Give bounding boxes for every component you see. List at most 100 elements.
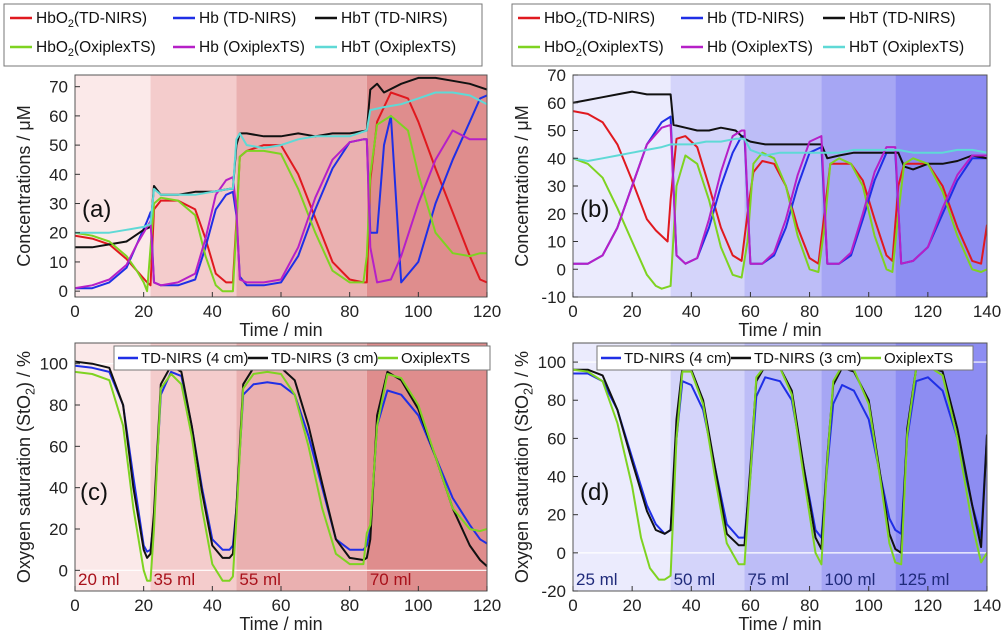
- panel-label: (c): [80, 479, 108, 506]
- x-tick-label: 0: [70, 596, 79, 615]
- y-tick-label: 0: [557, 544, 566, 563]
- y-axis-label: Concentrations / μM: [14, 105, 34, 266]
- phase-band: [75, 75, 151, 297]
- legend-label: Hb (TD-NIRS): [199, 10, 296, 27]
- phase-band: [895, 75, 987, 297]
- x-tick-label: 80: [340, 596, 359, 615]
- y-tick-label: -20: [541, 582, 566, 601]
- volume-annotation: 70 ml: [370, 570, 412, 589]
- legend-label: Hb (OxiplexTS): [199, 39, 305, 56]
- y-tick-label: 60: [547, 94, 566, 113]
- volume-annotation: 50 ml: [674, 570, 716, 589]
- y-tick-label: 40: [49, 479, 68, 498]
- x-tick-label: 0: [70, 302, 79, 321]
- y-tick-label: 0: [59, 561, 68, 580]
- x-tick-label: 60: [741, 302, 760, 321]
- y-tick-label: 60: [547, 429, 566, 448]
- legend-label: TD-NIRS (4 cm): [624, 350, 732, 367]
- legend: TD-NIRS (4 cm) TD-NIRS (3 cm) OxiplexTS: [596, 345, 974, 371]
- legend: HbO2(TD-NIRS) Hb (TD-NIRS) HbT (TD-NIRS) Hb…: [511, 3, 991, 67]
- y-tick-label: 40: [547, 149, 566, 168]
- plot-frame: [572, 342, 988, 592]
- legend-box: [511, 3, 991, 67]
- x-tick-label: 80: [800, 596, 819, 615]
- x-tick-label: 40: [203, 596, 222, 615]
- legend-label: TD-NIRS (3 cm): [754, 350, 862, 367]
- legend-label: HbT (OxiplexTS): [341, 39, 456, 56]
- series-line: [75, 364, 487, 553]
- panel-label: (a): [82, 196, 111, 223]
- x-tick-label: 0: [568, 596, 577, 615]
- x-axis-label: Time / min: [738, 320, 821, 340]
- y-tick-label: 20: [49, 520, 68, 539]
- legend-box: [113, 345, 491, 371]
- volume-annotation: 100 ml: [824, 570, 875, 589]
- series-line: [75, 129, 487, 290]
- series-line: [573, 137, 987, 162]
- x-tick-label: 0: [568, 302, 577, 321]
- y-tick-label: 20: [547, 205, 566, 224]
- x-tick-label: 140: [973, 302, 1001, 321]
- legend: HbO2(TD-NIRS) Hb (TD-NIRS) HbT (TD-NIRS) Hb…: [3, 3, 483, 67]
- y-tick-label: 60: [49, 107, 68, 126]
- y-tick-label: 10: [547, 233, 566, 252]
- series-line: [75, 94, 487, 290]
- x-tick-label: 120: [473, 302, 501, 321]
- x-tick-label: 120: [473, 596, 501, 615]
- x-tick-label: 20: [134, 596, 153, 615]
- volume-annotation: 25 ml: [576, 570, 618, 589]
- x-axis-label: Time / min: [738, 614, 821, 634]
- series-group: [573, 90, 987, 290]
- y-tick-label: 30: [547, 177, 566, 196]
- x-tick-label: 100: [404, 596, 432, 615]
- series-line: [573, 151, 987, 290]
- chart-panel-b: 0 20 40 60 80 100 120 140-10010203040506070Time…: [511, 3, 1001, 340]
- legend-label: OxiplexTS: [884, 350, 953, 367]
- volume-annotation: 75 ml: [748, 570, 790, 589]
- legend-label: OxiplexTS: [401, 350, 470, 367]
- x-axis-label: Time / min: [239, 614, 322, 634]
- phase-band: [366, 343, 487, 591]
- series-line: [75, 91, 487, 234]
- y-axis-label: Oxygen saturation (StO2) / %: [14, 351, 38, 583]
- x-tick-label: 80: [340, 302, 359, 321]
- x-tick-label: 40: [203, 302, 222, 321]
- volume-annotation: 20 ml: [78, 570, 120, 589]
- panel-label: (b): [580, 196, 609, 223]
- phase-band: [236, 75, 367, 297]
- legend-label: HbO2(OxiplexTS): [36, 39, 156, 59]
- x-tick-label: 120: [914, 302, 942, 321]
- x-tick-label: 60: [272, 596, 291, 615]
- legend-label: HbO2(OxiplexTS): [544, 39, 664, 59]
- y-tick-label: 0: [59, 282, 68, 301]
- phase-band: [895, 343, 987, 591]
- legend-label: Hb (OxiplexTS): [707, 39, 813, 56]
- legend-label: HbT (TD-NIRS): [849, 10, 956, 27]
- y-tick-label: 0: [557, 260, 566, 279]
- x-tick-label: 100: [855, 596, 883, 615]
- phase-band: [150, 75, 237, 297]
- y-axis-label: Concentrations / μM: [512, 105, 532, 266]
- y-tick-label: 70: [547, 66, 566, 85]
- panel-label: (d): [580, 479, 609, 506]
- x-tick-label: 40: [682, 596, 701, 615]
- volume-annotation: 125 ml: [898, 570, 949, 589]
- legend-label: TD-NIRS (4 cm): [141, 350, 249, 367]
- y-tick-label: 60: [49, 437, 68, 456]
- legend-label: HbO2(TD-NIRS): [36, 10, 147, 30]
- legend-label: Hb (TD-NIRS): [707, 10, 804, 27]
- y-tick-label: 10: [49, 253, 68, 272]
- legend-box: [596, 345, 974, 371]
- chart-panel-c: 0 20 40 60 80 100 120 0 20 40 60 80 100 Time / min Oxy…: [14, 342, 501, 634]
- series-line: [75, 114, 487, 293]
- phase-band: [573, 343, 671, 591]
- x-tick-label: 20: [623, 302, 642, 321]
- phase-band: [366, 75, 487, 297]
- series-line: [573, 90, 987, 171]
- series-line: [573, 123, 987, 265]
- y-tick-label: 100: [538, 353, 566, 372]
- phase-band: [573, 75, 671, 297]
- x-tick-label: 40: [682, 302, 701, 321]
- y-tick-label: 40: [49, 165, 68, 184]
